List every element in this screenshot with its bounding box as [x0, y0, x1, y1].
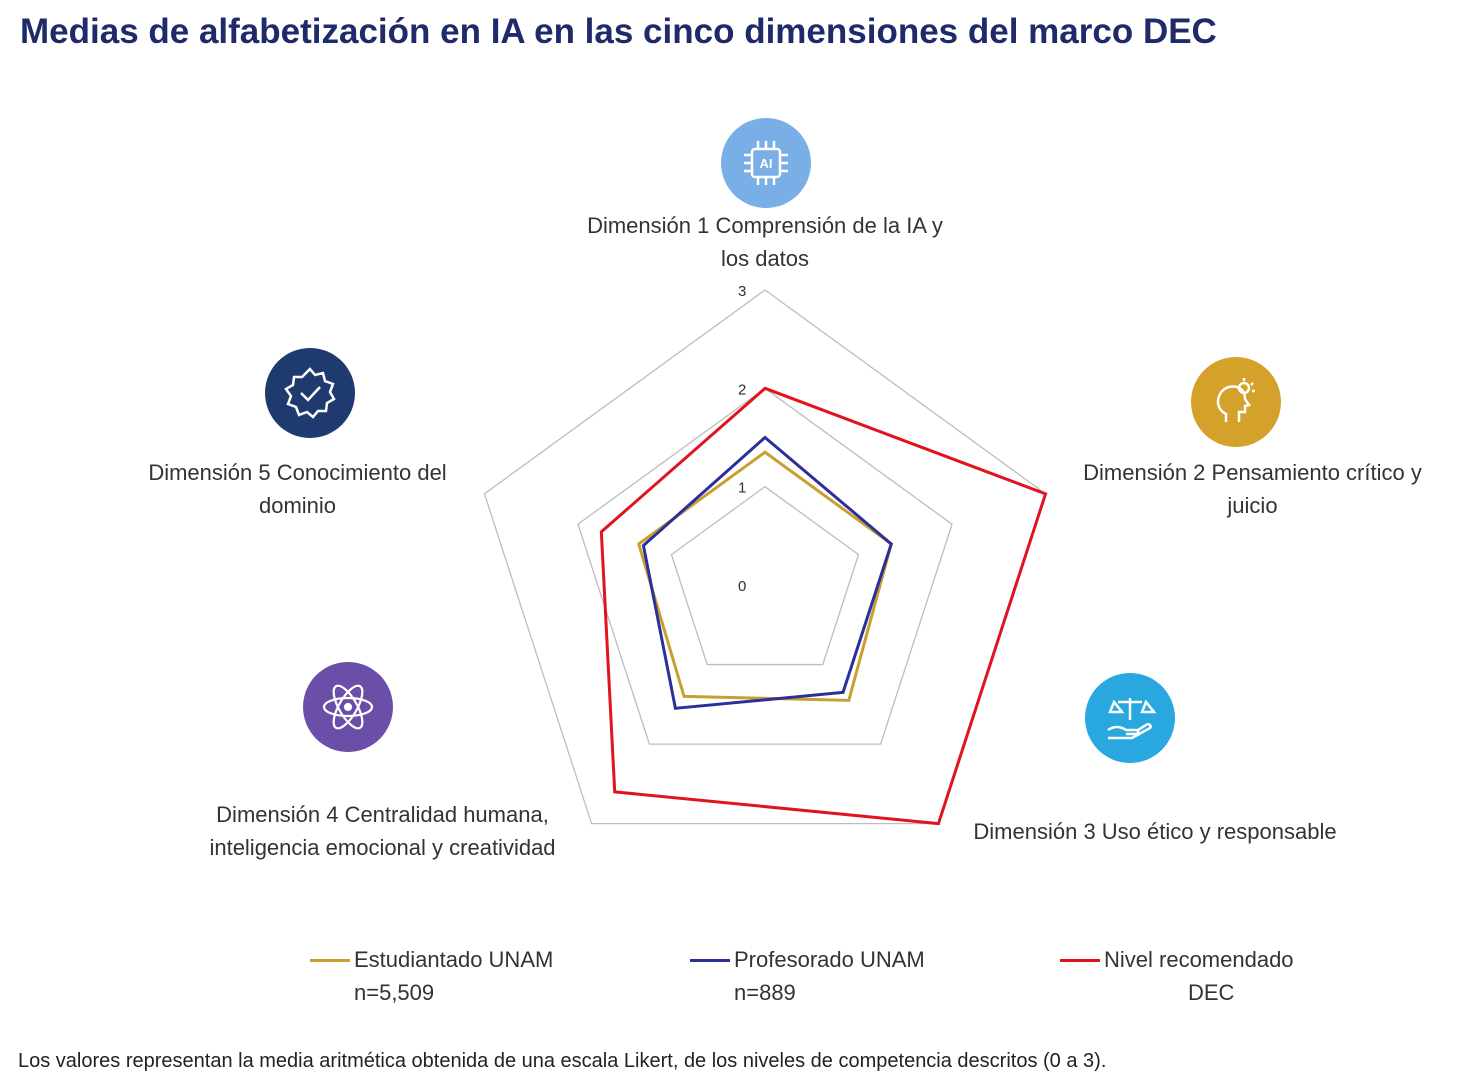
legend-swatch-estudiantado	[310, 959, 350, 962]
dimension-5-label: Dimensión 5 Conocimiento del dominio	[148, 460, 447, 518]
tick-label: 1	[738, 480, 746, 497]
chart-title: Medias de alfabetización en IA en las ci…	[20, 12, 1217, 51]
radar-grid	[483, 289, 1047, 825]
radar-series	[599, 386, 1048, 826]
legend-sublabel: n=889	[734, 980, 796, 1005]
tick-label: 2	[738, 381, 746, 398]
dimension-2-label: Dimensión 2 Pensamiento crítico y juicio	[1083, 460, 1422, 518]
ai-chip-text: AI	[760, 156, 773, 171]
legend-swatch-profesorado	[690, 959, 730, 962]
series-line-1	[641, 435, 893, 710]
grid-ring-2	[577, 387, 953, 745]
head-lightbulb-icon	[1191, 357, 1281, 447]
legend-swatch-nivel-recomendado	[1060, 959, 1100, 962]
legend-label: Nivel recomendado	[1104, 947, 1294, 972]
legend-sublabel: n=5,509	[354, 980, 435, 1005]
tick-label: 0	[738, 578, 746, 595]
footnote: Los valores representan la media aritmét…	[18, 1050, 1107, 1072]
tick-label: 3	[738, 283, 746, 300]
dimension-1-label: Dimensión 1 Comprensión de la IA y los d…	[587, 213, 943, 271]
legend-sublabel: DEC	[1188, 980, 1235, 1005]
grid-ring-1	[670, 485, 860, 666]
atom-icon	[303, 662, 393, 752]
radar-ticks: 0 1 2 3	[738, 283, 746, 595]
legend-label: Estudiantado UNAM	[354, 947, 554, 972]
dimension-3-label: Dimensión 3 Uso ético y responsable	[973, 819, 1337, 844]
gear-check-icon	[265, 348, 355, 438]
dimension-4-label: Dimensión 4 Centralidad humana, intelige…	[209, 802, 556, 860]
ai-chip-icon: AI	[721, 118, 811, 208]
legend-label: Profesorado UNAM	[734, 947, 925, 972]
grid-ring-3	[483, 289, 1047, 825]
hand-scales-icon	[1085, 673, 1175, 763]
series-line-2	[599, 386, 1048, 826]
